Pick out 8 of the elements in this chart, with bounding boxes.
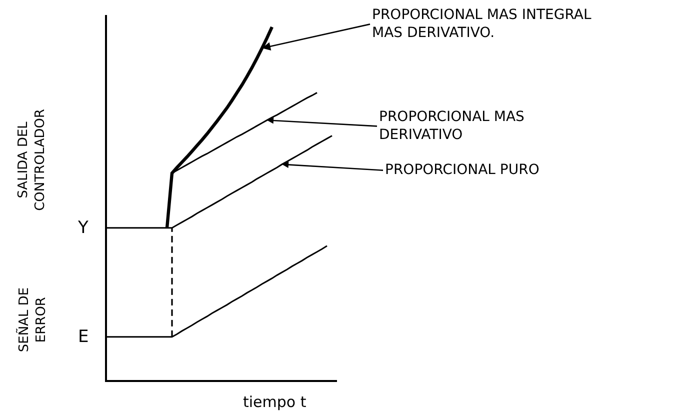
text: PROPORCIONAL MAS DERIVATIVO (379, 109, 525, 144)
x-axis-title: tiempo t (243, 393, 306, 411)
y-axis-title: SALIDA DEL CONTROLADOR (16, 108, 48, 211)
text: SEÑAL DE ERROR (16, 287, 49, 352)
text: PROPORCIONAL MAS INTEGRAL MAS DERIVATIVO. (372, 7, 592, 42)
text: Y (77, 218, 89, 238)
text: E (78, 327, 89, 347)
text: PROPORCIONAL PURO (385, 162, 540, 178)
